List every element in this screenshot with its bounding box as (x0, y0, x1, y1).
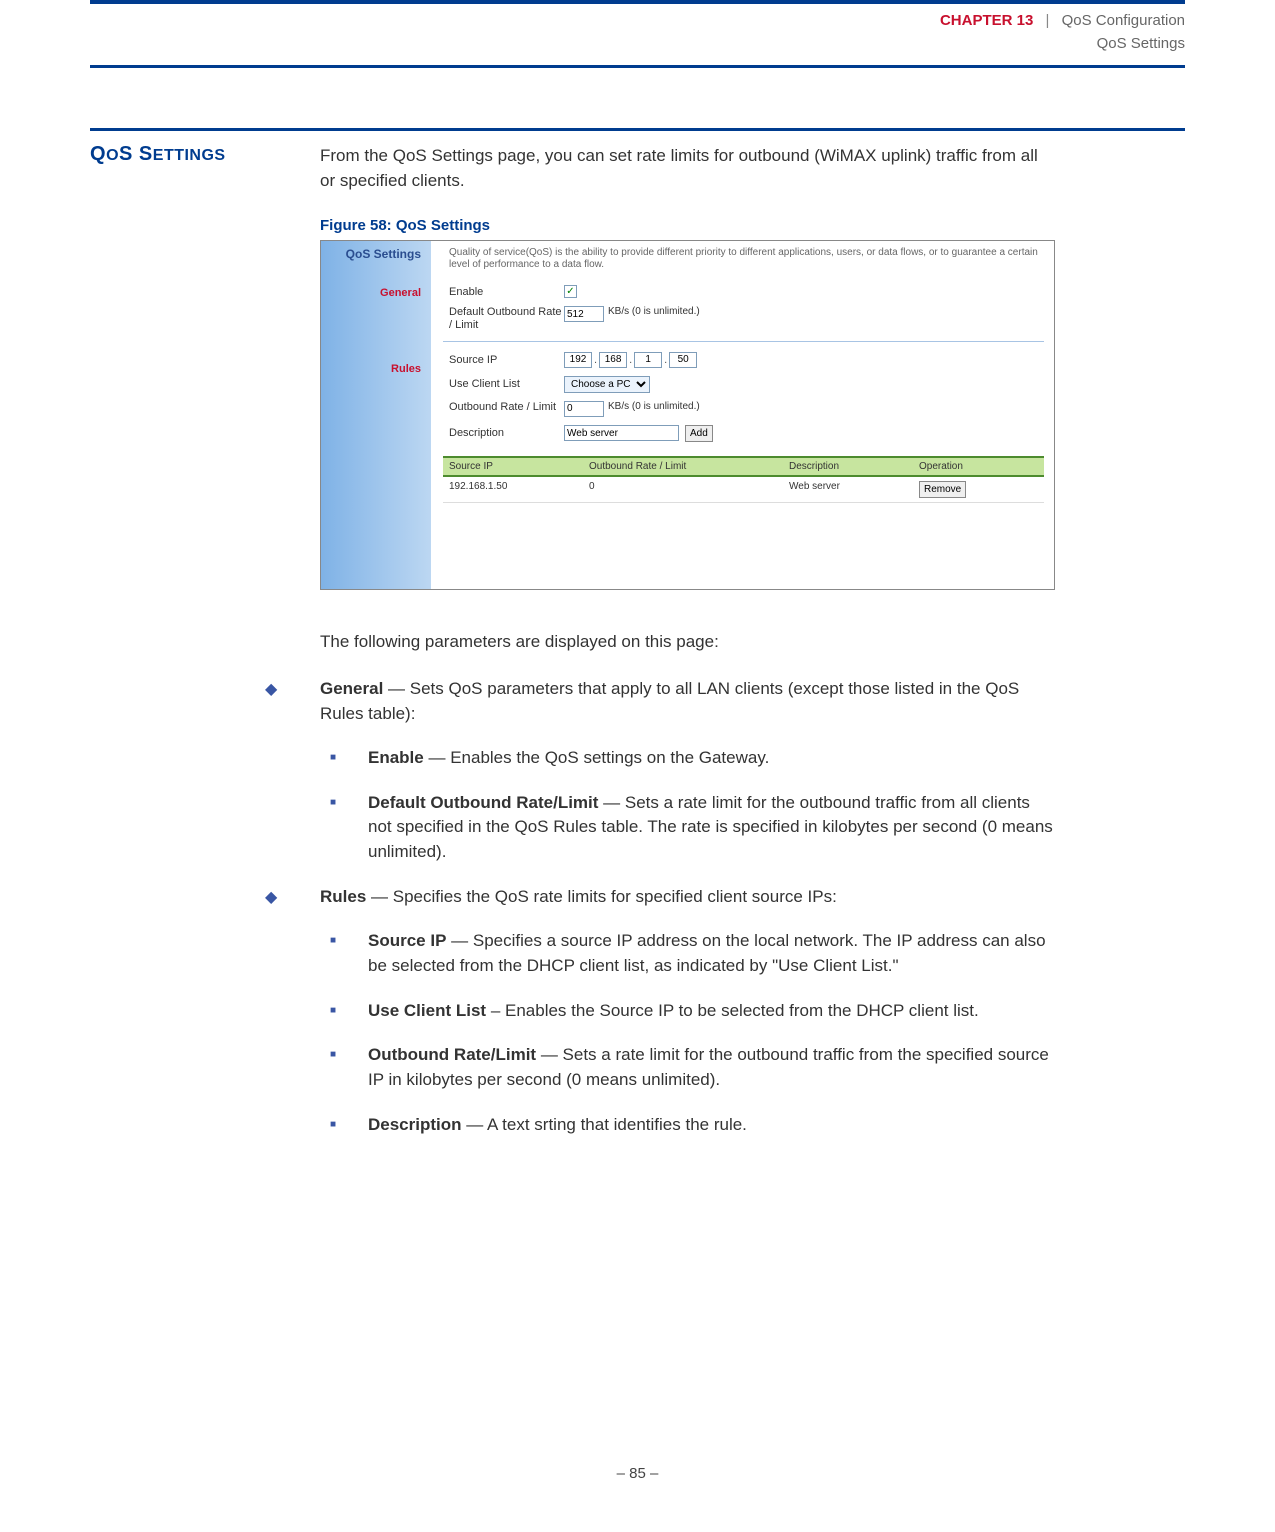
ss-rule-desc-input[interactable] (564, 425, 679, 441)
bullet-use-client-list: ■ Use Client List – Enables the Source I… (320, 999, 1055, 1024)
ss-default-rate-unit: KB/s (0 is unlimited.) (608, 306, 700, 317)
chapter-number: 13 (1017, 12, 1034, 29)
ss-th-desc: Description (783, 458, 913, 475)
ss-title: QoS Settings (321, 247, 421, 261)
ss-ip3[interactable] (634, 352, 662, 368)
ss-td-sourceip: 192.168.1.50 (443, 477, 583, 502)
diamond-icon: ◆ (265, 677, 320, 699)
ss-description: Quality of service(QoS) is the ability t… (449, 247, 1044, 271)
ss-default-rate-label: Default Outbound Rate / Limit (449, 306, 564, 332)
square-icon: ■ (320, 1113, 368, 1130)
ss-td-desc: Web server (783, 477, 913, 502)
ss-rule-rate-label: Outbound Rate / Limit (449, 401, 564, 414)
ss-add-button[interactable]: Add (685, 425, 713, 442)
page-number: – 85 – (0, 1465, 1275, 1482)
square-icon: ■ (320, 1043, 368, 1060)
ss-table-header: Source IP Outbound Rate / Limit Descript… (443, 456, 1044, 477)
bullet-sourceip: ■ Source IP — Specifies a source IP addr… (320, 929, 1055, 978)
ss-ip2[interactable] (599, 352, 627, 368)
ss-clientlist-select[interactable]: Choose a PC (564, 376, 650, 393)
bullet-enable: ■ Enable — Enables the QoS settings on t… (320, 746, 1055, 771)
qos-settings-screenshot: QoS Settings General Rules Quality of se… (320, 240, 1055, 590)
ss-nav-rules: Rules (321, 363, 421, 375)
ss-default-rate-input[interactable] (564, 306, 604, 322)
chapter-name: QoS Configuration (1062, 12, 1185, 29)
bullet-outbound-rate: ■ Outbound Rate/Limit — Sets a rate limi… (320, 1043, 1055, 1092)
ss-enable-label: Enable (449, 286, 564, 298)
intro-paragraph: From the QoS Settings page, you can set … (320, 144, 1055, 193)
ss-sourceip-label: Source IP (449, 354, 564, 366)
ss-rule-rate-input[interactable] (564, 401, 604, 417)
bullet-general: ◆ General — Sets QoS parameters that app… (265, 677, 1055, 726)
section-name: QoS Settings (1097, 35, 1185, 52)
square-icon: ■ (320, 999, 368, 1016)
ss-ip4[interactable] (669, 352, 697, 368)
diamond-icon: ◆ (265, 885, 320, 907)
figure-caption: Figure 58: QoS Settings (320, 217, 1055, 234)
bullet-description: ■ Description — A text srting that ident… (320, 1113, 1055, 1138)
page-header: CHAPTER 13 | QoS Configuration QoS Setti… (90, 4, 1185, 68)
ss-th-rate: Outbound Rate / Limit (583, 458, 783, 475)
ss-th-sourceip: Source IP (443, 458, 583, 475)
chapter-label: CHAPTER (940, 12, 1013, 29)
ss-td-rate: 0 (583, 477, 783, 502)
ss-clientlist-label: Use Client List (449, 378, 564, 390)
ss-th-op: Operation (913, 458, 1044, 475)
square-icon: ■ (320, 929, 368, 946)
ss-ip1[interactable] (564, 352, 592, 368)
ss-enable-checkbox[interactable]: ✓ (564, 285, 577, 298)
ss-rule-rate-unit: KB/s (0 is unlimited.) (608, 401, 700, 412)
bullet-rules: ◆ Rules — Specifies the QoS rate limits … (265, 885, 1055, 910)
ss-rule-desc-label: Description (449, 427, 564, 439)
ss-nav-general: General (321, 287, 421, 299)
ss-table-row: 192.168.1.50 0 Web server Remove (443, 477, 1044, 503)
square-icon: ■ (320, 746, 368, 763)
header-separator: | (1046, 12, 1050, 29)
ss-remove-button[interactable]: Remove (919, 481, 966, 498)
square-icon: ■ (320, 791, 368, 808)
after-figure-text: The following parameters are displayed o… (320, 630, 1055, 655)
bullet-default-rate: ■ Default Outbound Rate/Limit — Sets a r… (320, 791, 1055, 865)
